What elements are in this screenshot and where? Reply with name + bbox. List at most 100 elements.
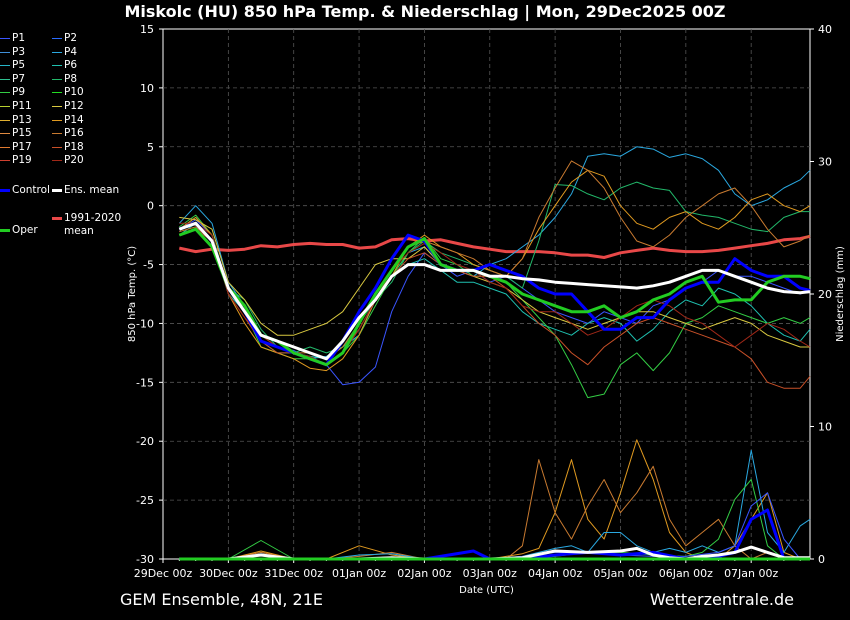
legend-label: P7 <box>12 72 26 85</box>
legend-label: P4 <box>64 45 78 58</box>
legend-item-p4: P4 <box>52 46 77 59</box>
legend-item-p5: P5 <box>0 59 25 72</box>
x-tick-label: 06Jan 00z <box>659 567 713 580</box>
x-axis-label: Date (UTC) <box>459 585 514 596</box>
legend-label: P14 <box>64 113 84 126</box>
legend-item-control: Control <box>0 184 50 197</box>
legend-swatch <box>52 217 62 220</box>
legend-swatch <box>0 189 10 192</box>
legend-label: P19 <box>12 154 32 167</box>
legend-item-p18: P18 <box>52 141 84 154</box>
legend-swatch <box>0 78 10 80</box>
legend-swatch <box>0 51 10 53</box>
legend-item-p16: P16 <box>52 127 84 140</box>
legend-item-oper: Oper <box>0 224 38 237</box>
legend-label: P9 <box>12 86 26 99</box>
legend-label: P13 <box>12 113 32 126</box>
legend-item-p14: P14 <box>52 114 84 127</box>
legend-swatch <box>52 133 62 135</box>
legend-label: P6 <box>64 59 78 72</box>
legend-label: P2 <box>64 32 78 44</box>
source-label: Wetterzentrale.de <box>649 590 794 609</box>
temp-line-1991-2020-mean <box>178 234 811 259</box>
x-tick-label: 05Jan 00z <box>593 567 647 580</box>
y2-tick-label: 20 <box>818 288 832 301</box>
legend-swatch <box>0 133 10 135</box>
temp-line-oper <box>178 227 811 367</box>
x-tick-label: 07Jan 00z <box>724 567 778 580</box>
legend-swatch <box>0 38 10 39</box>
x-tick-label: 03Jan 00z <box>463 567 517 580</box>
legend-label: P16 <box>64 127 84 140</box>
legend-label: P17 <box>12 140 32 153</box>
legend-swatch <box>0 106 10 107</box>
temp-line-control <box>178 221 811 367</box>
legend-item-p19: P19 <box>0 154 32 167</box>
legend-label: 1991-2020 <box>64 212 122 224</box>
legend-item-p13: P13 <box>0 114 32 127</box>
legend-item-p8: P8 <box>52 73 77 86</box>
y-tick-label: -10 <box>136 317 154 330</box>
legend-item-ens-mean: Ens. mean <box>52 184 119 197</box>
y-tick-label: -15 <box>136 376 154 389</box>
legend-swatch <box>52 119 62 121</box>
y-tick-label: 15 <box>140 23 154 36</box>
legend-swatch <box>0 92 10 94</box>
y-tick-label: -30 <box>136 553 154 566</box>
legend-item-p1: P1 <box>0 32 25 45</box>
legend-swatch <box>52 78 62 80</box>
y2-axis-label: Niederschlag (mm) <box>835 246 846 342</box>
temp-line-p18 <box>179 228 811 389</box>
legend-swatch <box>52 146 62 148</box>
legend-label: P15 <box>12 127 32 140</box>
y2-tick-label: 30 <box>818 156 832 169</box>
legend-item-1991-2020-mean: 1991-2020 mean <box>52 212 122 236</box>
legend-swatch <box>52 92 62 94</box>
legend-item-p2: P2 <box>52 32 77 45</box>
legend-label: P5 <box>12 59 26 72</box>
legend-swatch <box>52 38 62 39</box>
legend-swatch <box>52 106 62 107</box>
legend-label: Control <box>12 184 50 196</box>
legend-item-p3: P3 <box>0 46 25 59</box>
legend-label-line2: mean <box>64 224 94 237</box>
x-tick-label: 29Dec 00z <box>134 567 193 580</box>
legend-swatch <box>0 229 10 232</box>
y-tick-label: -25 <box>136 494 154 507</box>
legend-swatch <box>0 146 10 148</box>
legend-item-p12: P12 <box>52 100 84 113</box>
legend-label: P3 <box>12 45 26 58</box>
precip-line-p4 <box>179 449 811 560</box>
legend-item-p6: P6 <box>52 59 77 72</box>
y2-tick-label: 40 <box>818 23 832 36</box>
legend-swatch <box>0 65 10 67</box>
legend-swatch <box>52 65 62 67</box>
y-tick-label: -5 <box>143 259 154 272</box>
y-tick-label: -20 <box>136 435 154 448</box>
legend-swatch <box>52 160 62 162</box>
legend-item-p10: P10 <box>52 86 84 99</box>
legend-label: P10 <box>64 86 84 99</box>
x-tick-label: 31Dec 00z <box>264 567 323 580</box>
legend-label: P12 <box>64 100 84 112</box>
legend-label: Oper <box>12 224 38 236</box>
legend-swatch <box>52 51 62 53</box>
legend-swatch <box>52 189 62 192</box>
legend-item-p15: P15 <box>0 127 32 140</box>
legend-label: P18 <box>64 140 84 153</box>
legend-item-p17: P17 <box>0 141 32 154</box>
legend-label: P11 <box>12 100 32 112</box>
legend-swatch <box>0 160 10 162</box>
y2-tick-label: 0 <box>818 553 825 566</box>
y-tick-label: 10 <box>140 82 154 95</box>
model-label: GEM Ensemble, 48N, 21E <box>120 590 323 609</box>
legend-label: P1 <box>12 32 26 44</box>
chart-title: Miskolc (HU) 850 hPa Temp. & Niederschla… <box>124 2 726 21</box>
y-tick-label: 0 <box>147 200 154 213</box>
x-tick-label: 30Dec 00z <box>199 567 258 580</box>
legend-label: P20 <box>64 154 84 167</box>
legend-swatch <box>0 119 10 121</box>
legend-item-p20: P20 <box>52 154 84 167</box>
x-tick-label: 01Jan 00z <box>332 567 386 580</box>
